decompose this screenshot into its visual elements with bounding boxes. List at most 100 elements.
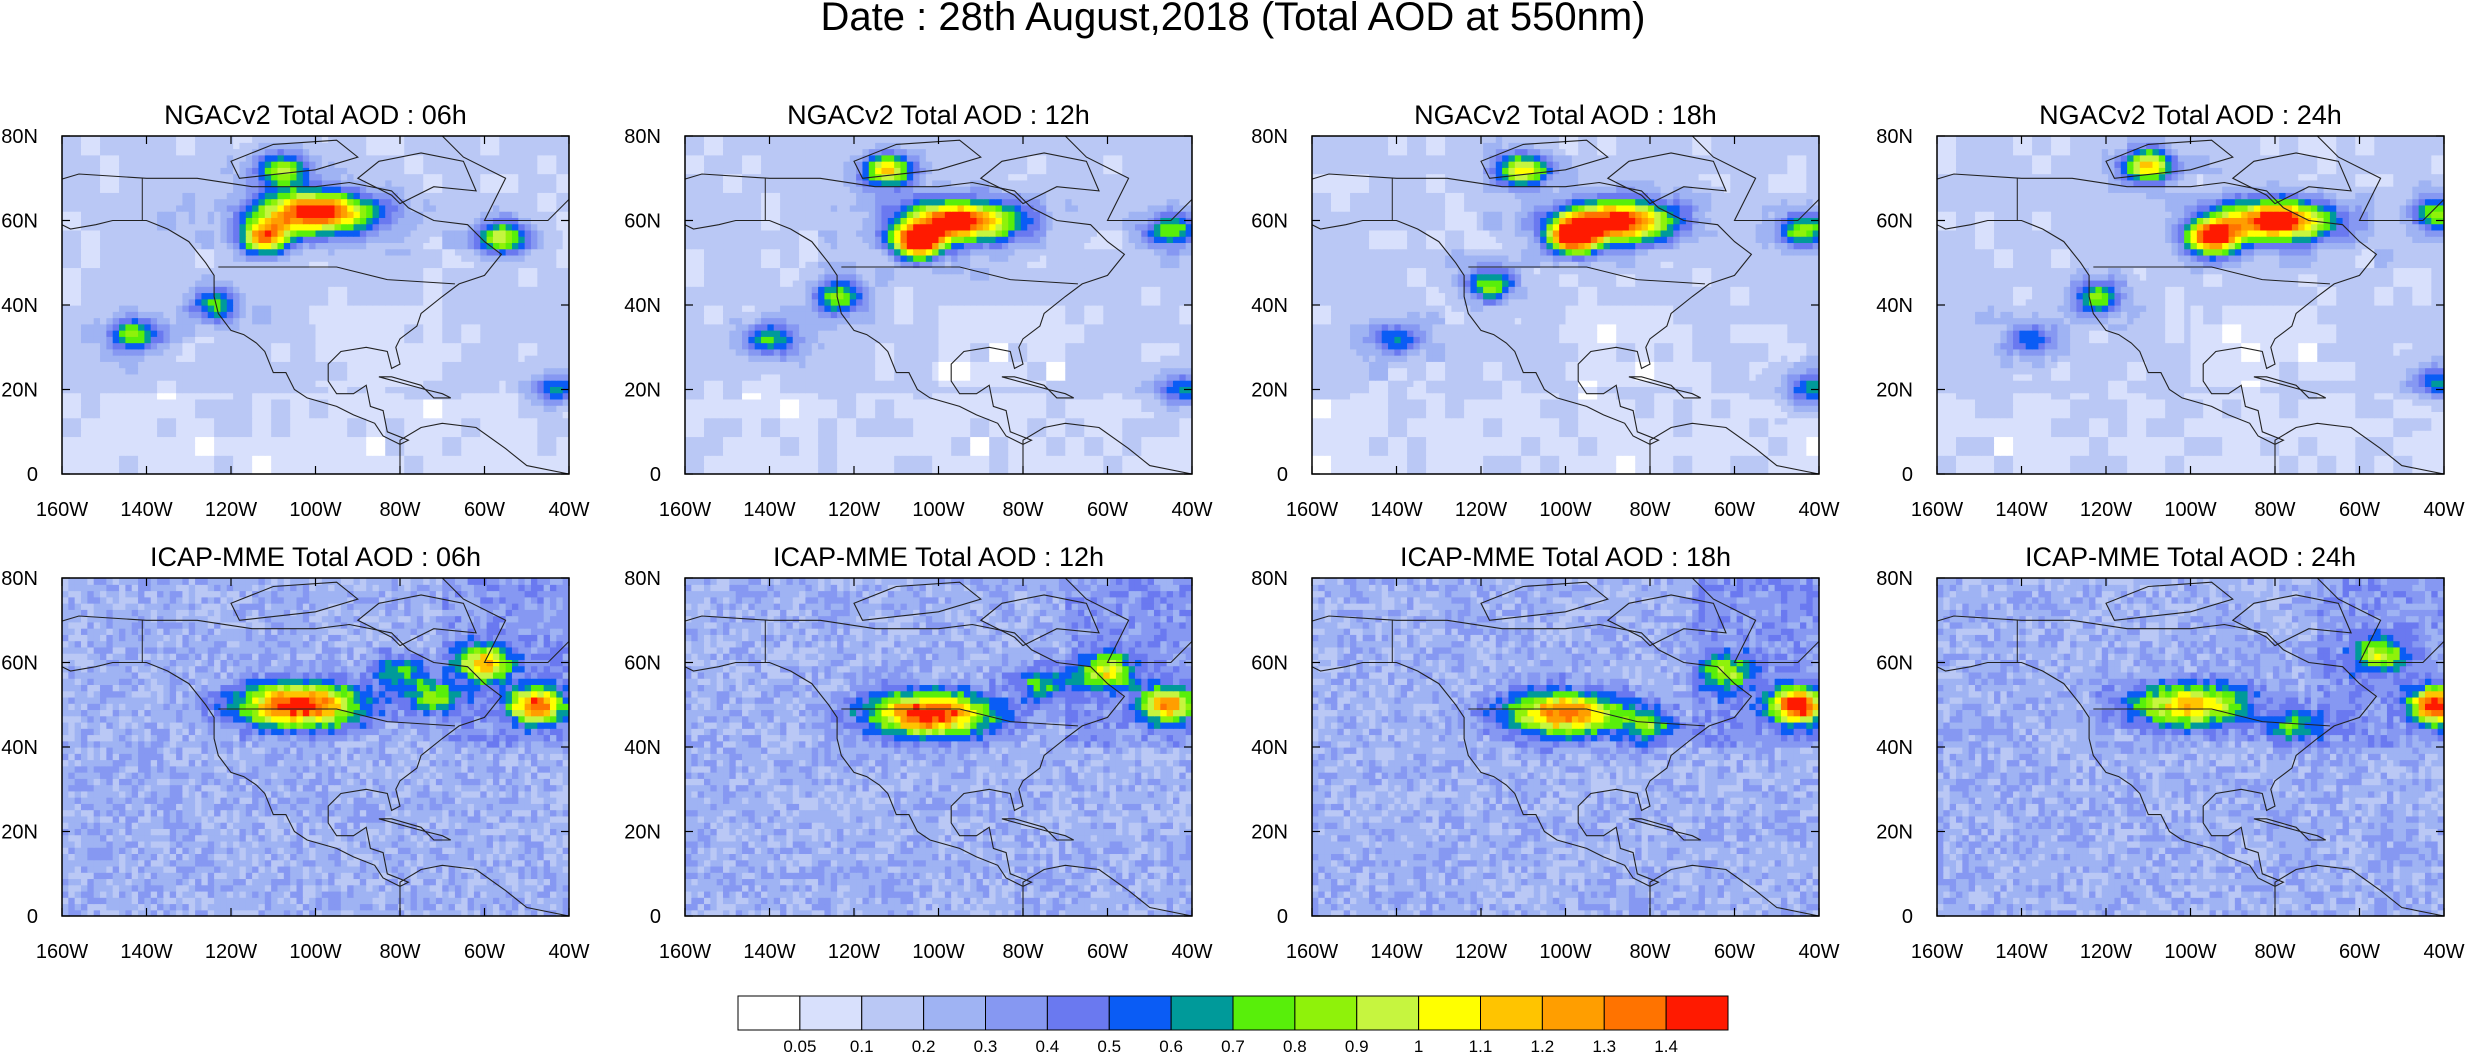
- colorbar-swatch: [861, 995, 925, 1031]
- coastlines: [1937, 136, 2444, 474]
- x-tick-label: 40W: [2423, 941, 2464, 963]
- colorbar-label: 0.4: [1036, 1037, 1060, 1056]
- x-tick-label: 40W: [1798, 941, 1839, 963]
- x-tick-label: 140W: [1995, 941, 2047, 963]
- x-tick-label: 40W: [2423, 499, 2464, 521]
- aod-field: [1312, 578, 1819, 916]
- border-line: [841, 266, 1078, 285]
- y-tick-label: 0: [27, 464, 38, 486]
- panel-title: NGACv2 Total AOD : 24h: [2039, 100, 2342, 130]
- x-tick-label: 160W: [36, 941, 88, 963]
- x-tick-label: 60W: [2339, 941, 2380, 963]
- panel-title: NGACv2 Total AOD : 06h: [164, 100, 467, 130]
- x-tick-label: 100W: [1539, 941, 1591, 963]
- x-tick-label: 60W: [1714, 499, 1755, 521]
- colorbar-swatch: [1418, 995, 1482, 1031]
- y-tick-label: 80N: [624, 568, 661, 590]
- y-tick-label: 60N: [1, 653, 38, 675]
- y-tick-label: 60N: [624, 653, 661, 675]
- y-tick-label: 60N: [1251, 211, 1288, 233]
- panel-title: ICAP-MME Total AOD : 18h: [1400, 542, 1731, 572]
- x-tick-label: 160W: [1911, 941, 1963, 963]
- colorbar-swatch: [1170, 995, 1234, 1031]
- colorbar-label: 0.3: [974, 1037, 998, 1056]
- border-line: [2093, 266, 2330, 285]
- colorbar-label: 0.7: [1221, 1037, 1245, 1056]
- panels-container: NGACv2 Total AOD : 06h 160W 140W 120W 100W 80…: [1, 100, 2464, 963]
- y-tick-label: 40N: [624, 737, 661, 759]
- coastlines: [62, 136, 569, 474]
- x-tick-label: 160W: [1286, 499, 1338, 521]
- border-line: [1468, 266, 1705, 285]
- colorbar-swatch: [1665, 995, 1729, 1031]
- map-panel-8: ICAP-MME Total AOD : 24h 160W 140W 120W 100W…: [1876, 542, 2464, 963]
- panel-title: NGACv2 Total AOD : 18h: [1414, 100, 1717, 130]
- y-tick-label: 0: [650, 464, 661, 486]
- x-tick-label: 160W: [1911, 499, 1963, 521]
- y-tick-label: 60N: [1, 211, 38, 233]
- x-tick-label: 80W: [1629, 941, 1670, 963]
- border-line: [218, 708, 455, 727]
- y-tick-label: 60N: [1876, 211, 1913, 233]
- x-tick-label: 100W: [289, 941, 341, 963]
- y-tick-label: 80N: [1251, 568, 1288, 590]
- colorbar-swatch: [1232, 995, 1296, 1031]
- y-tick-label: 40N: [1251, 295, 1288, 317]
- x-tick-label: 60W: [1714, 941, 1755, 963]
- coastlines: [685, 136, 1192, 474]
- x-tick-label: 140W: [1370, 499, 1422, 521]
- y-tick-label: 40N: [624, 295, 661, 317]
- x-tick-label: 100W: [289, 499, 341, 521]
- aod-field: [685, 578, 1192, 916]
- y-tick-label: 20N: [1251, 380, 1288, 402]
- x-tick-label: 140W: [743, 499, 795, 521]
- y-tick-label: 20N: [1251, 822, 1288, 844]
- colorbar-swatch: [1480, 995, 1543, 1031]
- y-tick-label: 20N: [624, 822, 661, 844]
- x-tick-label: 80W: [1002, 941, 1043, 963]
- x-tick-label: 80W: [2254, 499, 2295, 521]
- x-tick-label: 40W: [1171, 499, 1212, 521]
- x-tick-label: 120W: [2080, 499, 2132, 521]
- map-panel-7: ICAP-MME Total AOD : 18h 160W 140W 120W 100W…: [1251, 542, 1839, 963]
- x-tick-label: 120W: [1455, 941, 1507, 963]
- x-tick-label: 120W: [828, 499, 880, 521]
- y-tick-label: 80N: [1, 126, 38, 148]
- y-tick-label: 20N: [624, 380, 661, 402]
- colorbar-swatch: [1356, 995, 1420, 1031]
- map-panel-2: NGACv2 Total AOD : 12h 160W 140W 120W 100W 80…: [624, 100, 1212, 521]
- x-tick-label: 60W: [1087, 499, 1128, 521]
- x-tick-label: 100W: [2164, 941, 2216, 963]
- map-panel-3: NGACv2 Total AOD : 18h 160W 140W 120W 100W 80…: [1251, 100, 1839, 521]
- border-line: [841, 708, 1078, 727]
- x-tick-label: 80W: [2254, 941, 2295, 963]
- x-tick-label: 80W: [1629, 499, 1670, 521]
- x-tick-label: 140W: [120, 499, 172, 521]
- x-tick-label: 100W: [2164, 499, 2216, 521]
- x-tick-label: 140W: [1995, 499, 2047, 521]
- x-tick-label: 160W: [36, 499, 88, 521]
- y-tick-label: 40N: [1, 295, 38, 317]
- x-tick-label: 40W: [1171, 941, 1212, 963]
- x-tick-label: 120W: [205, 499, 257, 521]
- colorbar-swatch: [1294, 995, 1358, 1031]
- y-tick-label: 20N: [1876, 822, 1913, 844]
- colorbar-label: 0.1: [850, 1037, 874, 1056]
- y-tick-label: 0: [1902, 906, 1913, 928]
- x-tick-label: 100W: [912, 941, 964, 963]
- map-panel-5: ICAP-MME Total AOD : 06h 160W 140W 120W 100W…: [1, 542, 589, 963]
- panel-title: NGACv2 Total AOD : 12h: [787, 100, 1090, 130]
- x-tick-label: 80W: [1002, 499, 1043, 521]
- y-tick-label: 80N: [624, 126, 661, 148]
- y-tick-label: 40N: [1251, 737, 1288, 759]
- colorbar-swatch: [1108, 995, 1172, 1031]
- map-panel-6: ICAP-MME Total AOD : 12h 160W 140W 120W 100W…: [624, 542, 1212, 963]
- panel-title: ICAP-MME Total AOD : 24h: [2025, 542, 2356, 572]
- colorbar-label: 1.2: [1531, 1037, 1555, 1056]
- aod-field: [1937, 136, 2444, 474]
- colorbar-label: 1.1: [1469, 1037, 1493, 1056]
- y-tick-label: 80N: [1876, 126, 1913, 148]
- x-tick-label: 40W: [1798, 499, 1839, 521]
- border-line: [1468, 708, 1705, 727]
- x-tick-label: 120W: [205, 941, 257, 963]
